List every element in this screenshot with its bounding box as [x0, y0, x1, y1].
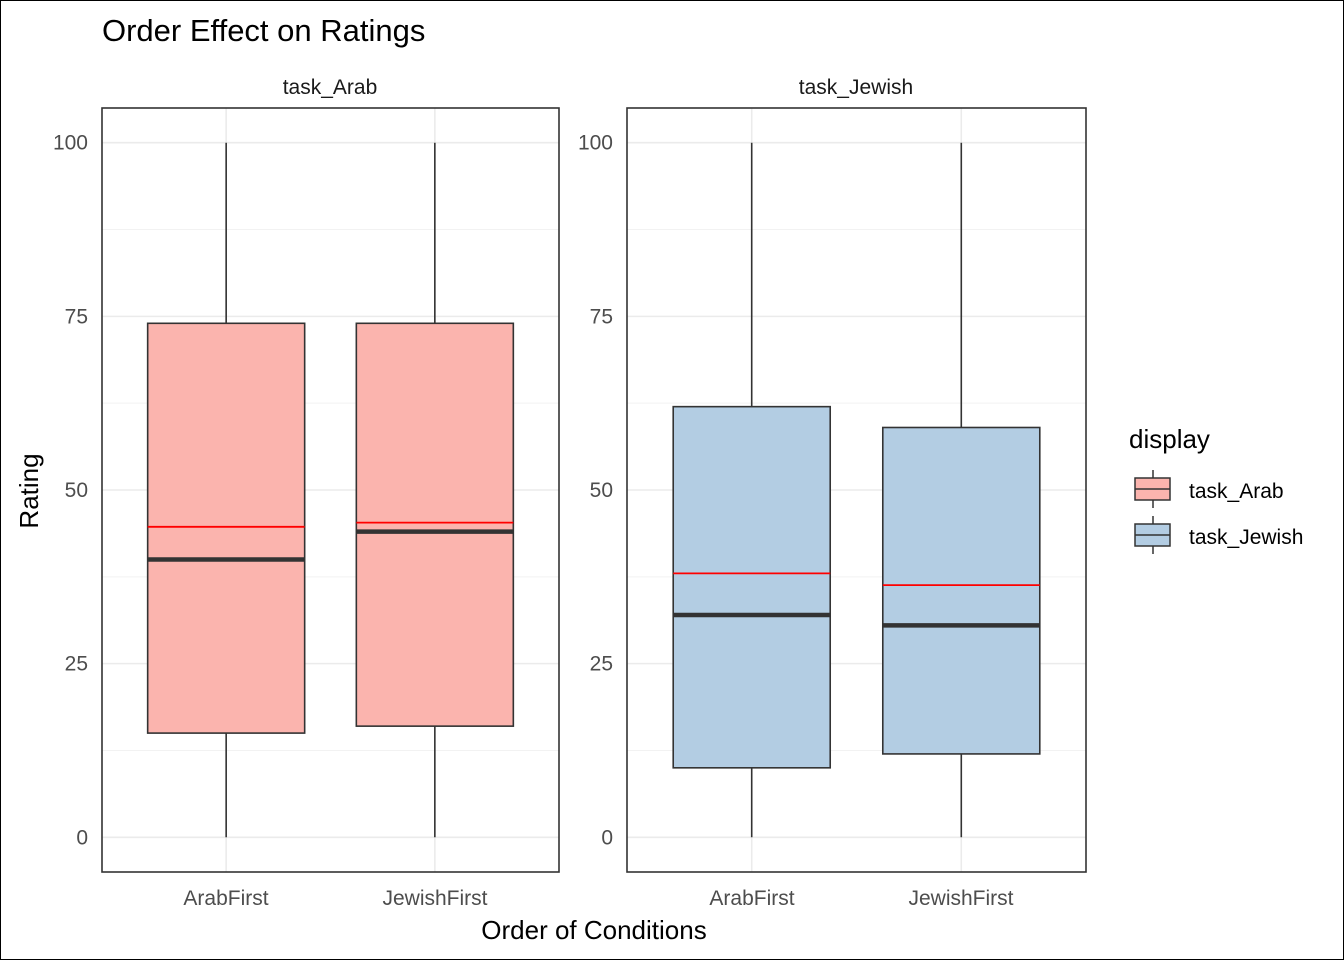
panel-task-arab: task_Arab 0 25 50 75 100 ArabFirst JewishFir…: [53, 76, 560, 910]
y-tick-label: 75: [590, 305, 613, 328]
y-tick-labels: 0 25 50 75 100: [578, 132, 613, 850]
x-tick-label-jewishfirst: JewishFirst: [908, 887, 1013, 910]
y-tick-label: 0: [76, 826, 88, 849]
y-tick-label: 50: [590, 479, 613, 502]
panel-border: [626, 107, 1087, 873]
x-tick-label-arabfirst: ArabFirst: [709, 887, 794, 910]
panel-task-jewish: task_Jewish 0 25 50 75 100 ArabFirst JewishF…: [578, 76, 1087, 910]
box-arabfirst: [672, 405, 832, 769]
chart-title: Order Effect on Ratings: [102, 13, 425, 48]
y-tick-label: 100: [53, 132, 88, 155]
x-tick-label-arabfirst: ArabFirst: [183, 887, 268, 910]
box-jewishfirst: [881, 426, 1041, 755]
strip-label-task-arab: task_Arab: [283, 76, 378, 99]
y-tick-labels: 0 25 50 75 100: [53, 132, 88, 850]
y-tick-label: 75: [65, 305, 88, 328]
strip-label-task-jewish: task_Jewish: [799, 76, 913, 99]
legend-label-task-jewish: task_Jewish: [1189, 526, 1303, 549]
legend-key-task-arab: [1134, 470, 1171, 508]
y-tick-label: 25: [590, 653, 613, 676]
x-axis-title: Order of Conditions: [481, 915, 706, 945]
y-tick-label: 0: [601, 826, 613, 849]
box-arabfirst: [146, 322, 306, 734]
panel-border: [101, 107, 560, 873]
legend-key-task-jewish: [1134, 516, 1171, 554]
panel-boxes: [146, 142, 515, 838]
panel-boxes: [672, 142, 1041, 838]
legend-label-task-arab: task_Arab: [1189, 480, 1284, 503]
box-jewishfirst: [355, 322, 515, 727]
legend: display task_Arab task_Jewish: [1129, 424, 1303, 554]
x-tick-label-jewishfirst: JewishFirst: [382, 887, 487, 910]
y-tick-label: 50: [65, 479, 88, 502]
legend-title: display: [1129, 424, 1210, 454]
y-axis-title: Rating: [14, 453, 44, 528]
y-tick-label: 100: [578, 132, 613, 155]
y-tick-label: 25: [65, 653, 88, 676]
